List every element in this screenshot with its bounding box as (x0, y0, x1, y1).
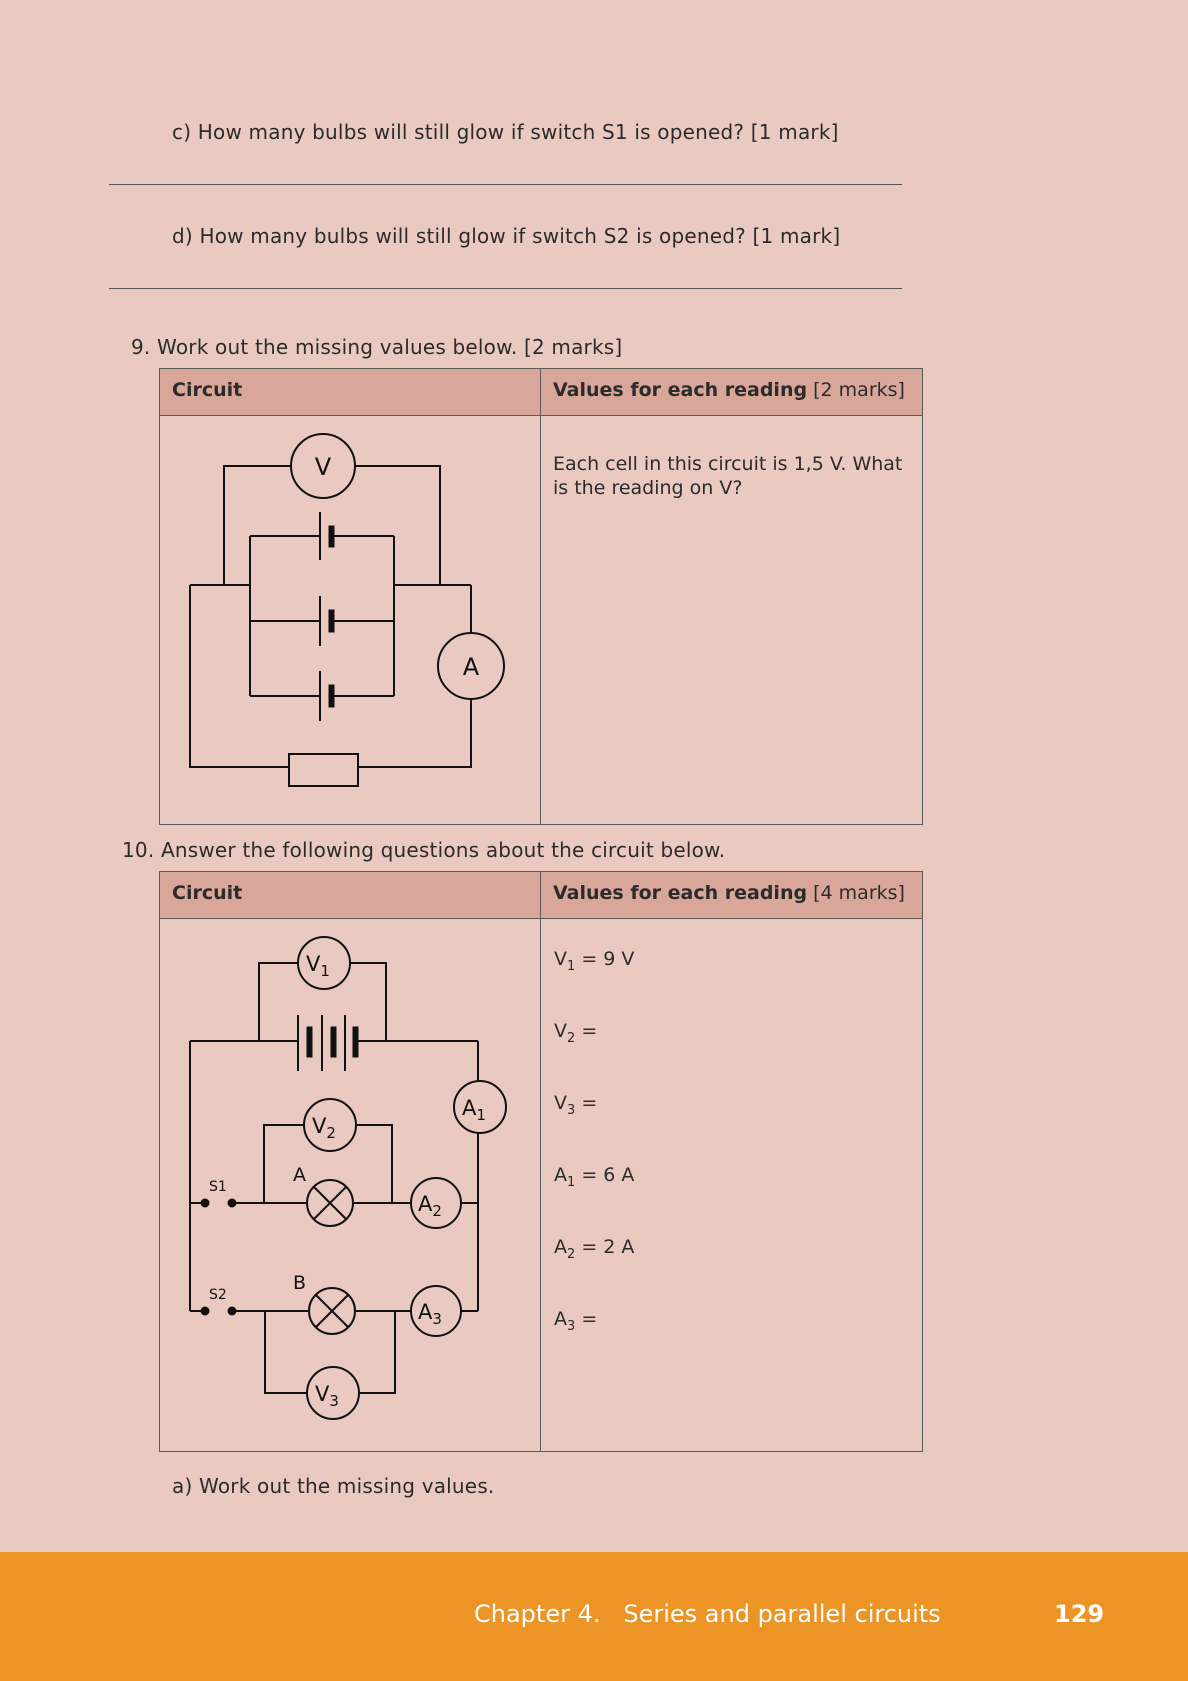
header-circuit: Circuit (159, 368, 541, 416)
svg-text:V1: V1 (306, 952, 330, 980)
reading-a2: A2 = 2 A (554, 1236, 635, 1262)
question-text: How many bulbs will still glow if switch… (197, 120, 839, 144)
question-8c: c) How many bulbs will still glow if swi… (172, 120, 839, 144)
circuit-diagram-cell: V A (159, 415, 541, 825)
ammeter-label: A (463, 653, 480, 681)
question-10a: a) Work out the missing values. (172, 1474, 495, 1498)
values-cell: Each cell in this circuit is 1,5 V. What… (540, 415, 923, 825)
svg-text:A1: A1 (462, 1096, 486, 1124)
question-9-table: Circuit Values for each reading [2 marks… (159, 368, 923, 825)
circuit-diagram-cell: V1 V2 V3 A1 A2 A3 S1 S2 A B (159, 918, 541, 1452)
question-text: Work out the missing values. (199, 1474, 495, 1498)
question-number: 10. (122, 838, 155, 862)
page-number: 129 (1054, 1600, 1105, 1628)
answer-line[interactable] (109, 184, 902, 185)
voltmeter-label: V (315, 453, 332, 481)
page-footer: Chapter 4. Series and parallel circuits … (0, 1552, 1188, 1681)
question-text: Work out the missing values below. [2 ma… (157, 335, 623, 359)
switch-s1-label: S1 (209, 1179, 227, 1195)
question-text: Answer the following questions about the… (160, 838, 726, 862)
question-label: d) (172, 224, 193, 248)
reading-a1: A1 = 6 A (554, 1164, 635, 1190)
question-text: How many bulbs will still glow if switch… (199, 224, 841, 248)
reading-v3[interactable]: V3 = (554, 1092, 598, 1118)
svg-text:A2: A2 (418, 1192, 442, 1220)
question-10-table: Circuit Values for each reading [4 marks… (159, 871, 923, 1452)
svg-text:V2: V2 (312, 1114, 336, 1142)
svg-text:V3: V3 (315, 1382, 339, 1410)
bulb-b-label: B (293, 1272, 306, 1294)
question-label: c) (172, 120, 192, 144)
header-circuit: Circuit (159, 871, 541, 919)
switch-s2-label: S2 (209, 1287, 227, 1303)
chapter-title: Chapter 4. Series and parallel circuits (474, 1600, 941, 1628)
header-values: Values for each reading [2 marks] (540, 368, 923, 416)
question-label: a) (172, 1474, 193, 1498)
question-9: 9. Work out the missing values below. [2… (131, 335, 622, 359)
circuit-diagram-9: V A (189, 433, 505, 787)
question-number: 9. (131, 335, 151, 359)
answer-line[interactable] (109, 288, 902, 289)
values-cell (540, 918, 923, 1452)
question-8d: d) How many bulbs will still glow if swi… (172, 224, 840, 248)
header-values: Values for each reading [4 marks] (540, 871, 923, 919)
values-text: Each cell in this circuit is 1,5 V. What… (553, 453, 903, 499)
question-10: 10. Answer the following questions about… (122, 838, 725, 862)
circuit-diagram-10: V1 V2 V3 A1 A2 A3 S1 S2 A B (189, 936, 507, 1420)
bulb-a-label: A (293, 1164, 306, 1186)
svg-text:A3: A3 (418, 1300, 442, 1328)
reading-a3[interactable]: A3 = (554, 1308, 598, 1334)
reading-v1: V1 = 9 V (554, 948, 635, 974)
reading-v2[interactable]: V2 = (554, 1020, 598, 1046)
